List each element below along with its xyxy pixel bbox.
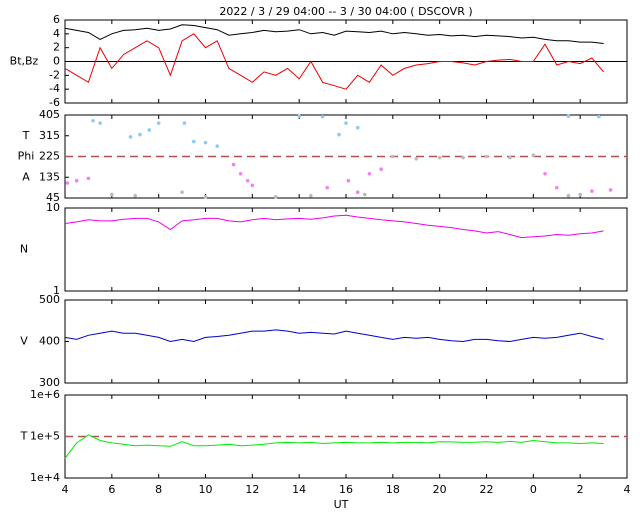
scatter-point (554, 185, 559, 190)
scatter-point (320, 114, 325, 119)
scatter-point (203, 195, 208, 199)
y-tick-label: 1e+4 (30, 471, 60, 484)
x-tick-label: 2 (577, 483, 584, 496)
x-tick-label: 4 (624, 483, 631, 496)
scatter-point (273, 195, 278, 199)
scatter-point (337, 132, 341, 137)
y-tick-label: 500 (39, 293, 60, 306)
scatter-point (414, 157, 419, 161)
scatter-point (346, 178, 351, 183)
scatter-point (597, 114, 601, 119)
y-tick-label: 405 (39, 108, 60, 121)
y-axis-label: T (20, 430, 28, 443)
y-axis-label: Phi (18, 150, 35, 163)
series-line (64, 214, 604, 239)
scatter-point (566, 114, 571, 118)
scatter-point (245, 178, 250, 183)
x-axis-label: UT (334, 498, 349, 511)
scatter-point (138, 132, 142, 137)
x-tick-label: 18 (386, 483, 400, 496)
y-tick-label: 0 (53, 55, 60, 68)
x-tick-label: 20 (433, 483, 447, 496)
y-tick-label: 400 (39, 335, 60, 348)
scatter-point (98, 121, 102, 125)
y-axis-label: A (22, 170, 30, 183)
y-tick-label: 10 (46, 201, 60, 214)
y-tick-label: 135 (39, 170, 60, 183)
scatter-point (590, 189, 594, 193)
scatter-point (362, 192, 367, 197)
scatter-point (91, 118, 95, 123)
scatter-point (191, 139, 196, 144)
scatter-point (325, 185, 330, 190)
x-tick-label: 16 (339, 483, 353, 496)
x-tick-label: 0 (530, 483, 537, 496)
scatter-point (461, 155, 465, 160)
scatter-point (297, 114, 301, 118)
scatter-point (182, 121, 187, 125)
x-tick-label: 6 (108, 483, 115, 496)
scatter-point (309, 193, 313, 198)
y-axis-label: T (22, 129, 30, 142)
y-axis-label: N (20, 243, 28, 256)
scatter-point (110, 192, 114, 197)
series-line (64, 329, 604, 343)
scatter-point (566, 193, 571, 198)
scatter-point (86, 176, 91, 181)
series-line (64, 33, 604, 90)
scatter-point (250, 183, 255, 188)
scatter-point (128, 135, 133, 139)
y-tick-label: 4 (53, 27, 60, 40)
scatter-point (215, 144, 220, 148)
scatter-point (203, 140, 208, 145)
scatter-point (391, 154, 395, 159)
y-tick-label: 6 (53, 13, 60, 26)
scatter-point (437, 155, 442, 160)
scatter-point (238, 171, 243, 176)
scatter-point (355, 190, 360, 195)
scatter-point (65, 181, 70, 185)
scatter-point (355, 125, 360, 130)
y-tick-label: 45 (46, 191, 60, 204)
y-axis-label: Bt,Bz (10, 55, 39, 68)
series-line (64, 24, 604, 44)
x-tick-label: 10 (199, 483, 213, 496)
y-tick-label: 1 (53, 284, 60, 297)
x-tick-label: 4 (62, 483, 69, 496)
y-tick-label: 300 (39, 376, 60, 389)
y-tick-label: -6 (49, 96, 60, 109)
y-tick-label: 1e+5 (30, 430, 60, 443)
x-tick-label: 22 (480, 483, 494, 496)
panel-frame (64, 299, 628, 384)
scatter-point (608, 188, 613, 192)
scatter-point (543, 171, 547, 176)
scatter-point (367, 171, 372, 176)
scatter-point (133, 193, 138, 198)
x-tick-label: 8 (155, 483, 162, 496)
scatter-point (484, 154, 489, 159)
scatter-point (231, 162, 236, 167)
scatter-point (180, 190, 184, 195)
scatter-point (147, 128, 152, 132)
y-tick-label: -4 (49, 82, 60, 95)
scatter-point (531, 153, 536, 158)
scatter-point (379, 167, 383, 171)
y-tick-label: 225 (39, 150, 60, 163)
x-tick-label: 12 (245, 483, 259, 496)
scatter-point (344, 121, 348, 125)
scatter-point (578, 192, 582, 197)
panel-frame (64, 207, 628, 292)
y-tick-label: 1e+6 (30, 388, 60, 401)
chart-title: 2022 / 3 / 29 04:00 -- 3 / 30 04:00 ( DS… (219, 5, 472, 18)
y-tick-label: 315 (39, 129, 60, 142)
y-tick-label: 2 (53, 41, 60, 54)
y-axis-label: V (20, 335, 28, 348)
scatter-point (156, 121, 161, 125)
series-line (64, 434, 604, 459)
scatter-point (74, 178, 79, 183)
x-tick-label: 14 (292, 483, 306, 496)
scatter-point (508, 155, 512, 160)
y-tick-label: -2 (49, 68, 60, 81)
